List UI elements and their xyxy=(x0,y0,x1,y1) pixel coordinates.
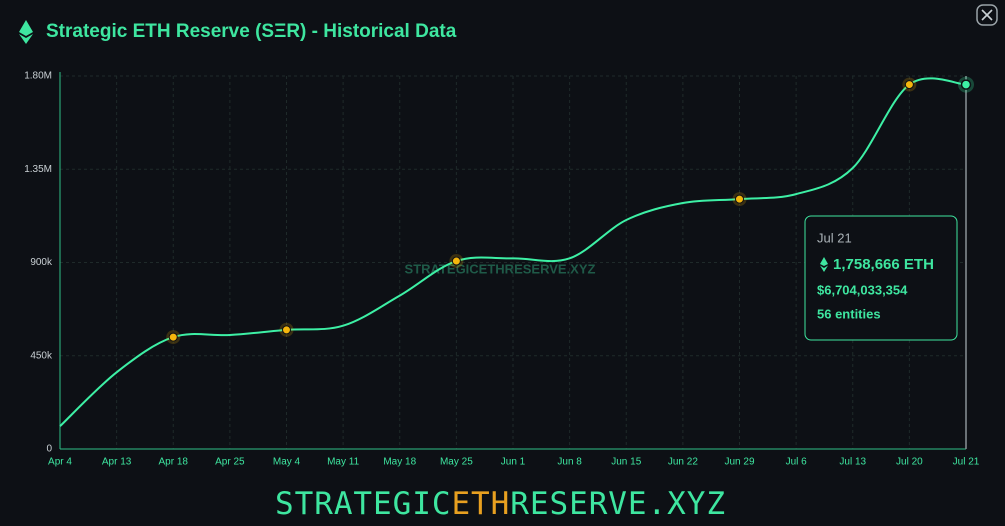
x-tick-label: Jul 21 xyxy=(953,457,980,468)
tooltip-usd: $6,704,033,354 xyxy=(817,282,908,297)
event-point xyxy=(282,325,291,335)
footer-part: ETH xyxy=(451,486,509,522)
close-icon[interactable] xyxy=(981,9,993,21)
eth-icon xyxy=(820,257,828,272)
x-tick-label: Jun 15 xyxy=(611,457,641,468)
y-tick-label: 450k xyxy=(30,350,53,361)
tooltip-entities: 56 entities xyxy=(817,306,881,321)
x-tick-label: May 18 xyxy=(383,457,416,468)
tooltip-value: 1,758,666 ETH xyxy=(833,256,934,273)
x-tick-label: Apr 13 xyxy=(102,457,132,468)
footer-brand: STRATEGICETHRESERVE.XYZ xyxy=(275,486,725,522)
x-tick-label: Apr 18 xyxy=(159,457,189,468)
x-tick-label: Jun 1 xyxy=(501,457,526,468)
event-point xyxy=(735,194,744,204)
x-tick-label: May 11 xyxy=(327,457,359,468)
tooltip-date: Jul 21 xyxy=(817,230,852,245)
y-tick-label: 1.35M xyxy=(24,164,52,175)
active-point xyxy=(960,79,972,90)
close-frame[interactable] xyxy=(976,4,998,26)
x-tick-label: Apr 25 xyxy=(215,457,245,468)
x-tick-label: May 4 xyxy=(273,457,301,468)
x-tick-label: Jun 8 xyxy=(557,457,582,468)
event-point xyxy=(451,256,461,266)
x-tick-label: Jul 20 xyxy=(896,457,923,468)
x-tick-label: Apr 4 xyxy=(48,457,72,468)
y-tick-label: 0 xyxy=(46,444,52,455)
x-tick-label: Jun 29 xyxy=(724,457,754,468)
y-tick-label: 1.80M xyxy=(24,71,52,82)
chart-title: Strategic ETH Reserve (SΞR) - Historical… xyxy=(46,21,457,42)
tooltip-box xyxy=(804,215,958,341)
x-tick-label: Jun 22 xyxy=(668,457,698,468)
data-line xyxy=(59,77,967,427)
tooltip: Jul 21 1,758,666 ETH $6,704,033,354 56 enti… xyxy=(804,215,958,341)
x-tick-label: Jul 6 xyxy=(786,457,808,468)
footer-part: RESERVE.XYZ xyxy=(510,486,725,522)
event-point xyxy=(904,80,914,90)
footer-part: STRATEGIC xyxy=(275,486,451,522)
watermark: STRATEGICETHRESERVE.XYZ xyxy=(405,261,596,276)
x-tick-label: May 25 xyxy=(440,457,473,468)
x-tick-label: Jul 13 xyxy=(839,457,866,468)
eth-icon xyxy=(19,20,33,44)
close-button[interactable] xyxy=(976,4,998,26)
y-tick-label: 900k xyxy=(30,257,53,268)
event-point xyxy=(168,332,178,342)
